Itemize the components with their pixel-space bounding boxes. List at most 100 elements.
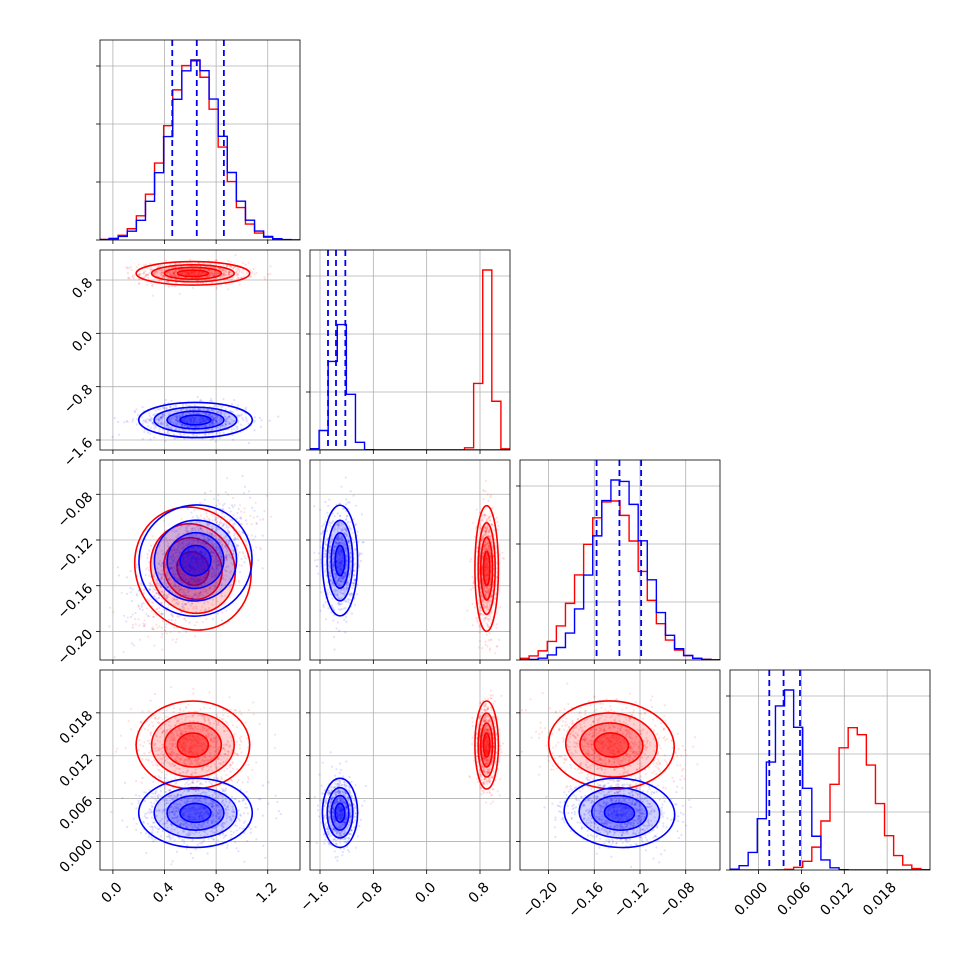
scatter-point bbox=[205, 413, 208, 416]
scatter-point bbox=[228, 270, 231, 273]
scatter-point bbox=[178, 262, 181, 265]
scatter-point bbox=[158, 269, 161, 272]
scatter-point bbox=[188, 580, 191, 583]
scatter-point bbox=[154, 592, 158, 595]
scatter-point bbox=[184, 419, 187, 422]
scatter-point bbox=[199, 550, 203, 553]
scatter-point bbox=[166, 586, 169, 589]
scatter-point bbox=[151, 626, 154, 629]
scatter-point bbox=[176, 414, 179, 417]
scatter-point bbox=[203, 565, 207, 568]
scatter-point bbox=[174, 602, 177, 605]
scatter-point bbox=[159, 577, 162, 580]
scatter-point bbox=[263, 276, 266, 279]
scatter-point bbox=[191, 547, 194, 550]
scatter-point bbox=[209, 399, 212, 402]
scatter-point bbox=[157, 416, 160, 419]
scatter-point bbox=[485, 572, 488, 575]
scatter-point bbox=[192, 433, 195, 436]
scatter-point bbox=[175, 578, 178, 581]
scatter-point bbox=[187, 562, 190, 565]
scatter-point bbox=[179, 610, 183, 613]
scatter-point bbox=[209, 413, 212, 416]
scatter-point bbox=[190, 419, 193, 422]
scatter-point bbox=[231, 422, 234, 425]
scatter-point bbox=[206, 540, 210, 543]
scatter-point bbox=[203, 602, 206, 605]
scatter-point bbox=[192, 605, 195, 608]
scatter-point bbox=[484, 529, 487, 533]
scatter-point bbox=[213, 530, 216, 533]
scatter-point bbox=[185, 559, 188, 563]
scatter-point bbox=[211, 422, 214, 425]
scatter-point bbox=[141, 416, 144, 419]
scatter-point bbox=[179, 414, 182, 417]
scatter-point bbox=[148, 588, 151, 591]
scatter-point bbox=[174, 421, 177, 424]
scatter-point bbox=[211, 437, 214, 440]
scatter-point bbox=[183, 561, 186, 564]
scatter-point bbox=[207, 541, 210, 544]
scatter-point bbox=[478, 646, 481, 649]
scatter-point bbox=[187, 565, 190, 568]
scatter-point bbox=[238, 530, 241, 533]
scatter-point bbox=[240, 510, 243, 513]
scatter-point bbox=[160, 575, 163, 578]
scatter-point bbox=[198, 540, 201, 544]
scatter-point bbox=[185, 566, 188, 569]
scatter-point bbox=[176, 560, 179, 563]
scatter-point bbox=[158, 610, 161, 613]
scatter-point bbox=[166, 594, 169, 597]
scatter-point bbox=[191, 602, 194, 605]
scatter-point bbox=[217, 534, 221, 538]
scatter-point bbox=[199, 551, 202, 554]
scatter-point bbox=[243, 485, 247, 488]
scatter-point bbox=[206, 409, 209, 412]
scatter-point bbox=[199, 425, 202, 428]
scatter-point bbox=[137, 263, 140, 266]
scatter-point bbox=[130, 600, 134, 603]
scatter-point bbox=[161, 422, 164, 425]
scatter-point bbox=[166, 586, 169, 590]
scatter-point bbox=[179, 580, 183, 584]
scatter-point bbox=[183, 592, 186, 595]
scatter-point bbox=[501, 557, 504, 560]
scatter-point bbox=[156, 607, 159, 611]
scatter-point bbox=[486, 561, 489, 564]
scatter-point bbox=[160, 575, 164, 578]
scatter-point bbox=[228, 539, 231, 542]
scatter-point bbox=[207, 571, 210, 574]
scatter-point bbox=[228, 521, 231, 524]
scatter-point bbox=[191, 415, 194, 418]
scatter-point bbox=[218, 551, 221, 554]
scatter-point bbox=[218, 420, 221, 423]
scatter-point bbox=[485, 527, 488, 530]
scatter-point bbox=[203, 561, 206, 564]
scatter-point bbox=[189, 272, 192, 275]
scatter-point bbox=[181, 562, 184, 565]
scatter-point bbox=[322, 603, 325, 607]
scatter-point bbox=[186, 530, 189, 533]
scatter-point bbox=[174, 263, 177, 266]
scatter-point bbox=[169, 273, 172, 276]
scatter-point bbox=[146, 267, 149, 270]
scatter-point bbox=[180, 595, 183, 599]
scatter-point bbox=[183, 418, 186, 421]
scatter-point bbox=[172, 272, 175, 275]
scatter-point bbox=[218, 418, 221, 422]
scatter-point bbox=[177, 534, 180, 538]
scatter-point bbox=[209, 423, 212, 426]
scatter-point bbox=[190, 558, 193, 561]
scatter-point bbox=[182, 558, 185, 561]
scatter-point bbox=[214, 272, 217, 275]
scatter-point bbox=[145, 613, 148, 616]
scatter-point bbox=[213, 417, 216, 420]
scatter-point bbox=[182, 564, 185, 567]
scatter-point bbox=[172, 272, 175, 275]
scatter-point bbox=[167, 542, 170, 545]
scatter-point bbox=[229, 510, 232, 513]
scatter-point bbox=[155, 583, 158, 586]
scatter-series-1 bbox=[108, 474, 265, 647]
scatter-point bbox=[162, 573, 165, 576]
scatter-point bbox=[160, 590, 163, 593]
